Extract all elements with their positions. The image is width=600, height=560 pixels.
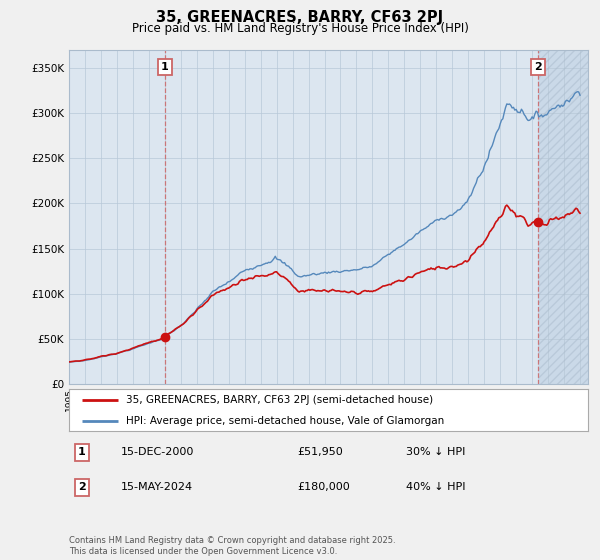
Text: 1: 1 — [161, 62, 169, 72]
Text: 15-DEC-2000: 15-DEC-2000 — [121, 447, 194, 457]
Text: £180,000: £180,000 — [298, 482, 350, 492]
Text: 1: 1 — [78, 447, 86, 457]
Text: 2: 2 — [78, 482, 86, 492]
Text: 35, GREENACRES, BARRY, CF63 2PJ: 35, GREENACRES, BARRY, CF63 2PJ — [157, 10, 443, 25]
Text: 30% ↓ HPI: 30% ↓ HPI — [406, 447, 466, 457]
Text: HPI: Average price, semi-detached house, Vale of Glamorgan: HPI: Average price, semi-detached house,… — [126, 416, 445, 426]
Text: £51,950: £51,950 — [298, 447, 343, 457]
Text: Price paid vs. HM Land Registry's House Price Index (HPI): Price paid vs. HM Land Registry's House … — [131, 22, 469, 35]
Text: 40% ↓ HPI: 40% ↓ HPI — [406, 482, 466, 492]
Text: 2: 2 — [534, 62, 542, 72]
Text: 15-MAY-2024: 15-MAY-2024 — [121, 482, 193, 492]
Text: 35, GREENACRES, BARRY, CF63 2PJ (semi-detached house): 35, GREENACRES, BARRY, CF63 2PJ (semi-de… — [126, 395, 433, 405]
Bar — [538, 50, 588, 384]
Bar — [538, 50, 588, 384]
Text: Contains HM Land Registry data © Crown copyright and database right 2025.
This d: Contains HM Land Registry data © Crown c… — [69, 536, 395, 556]
